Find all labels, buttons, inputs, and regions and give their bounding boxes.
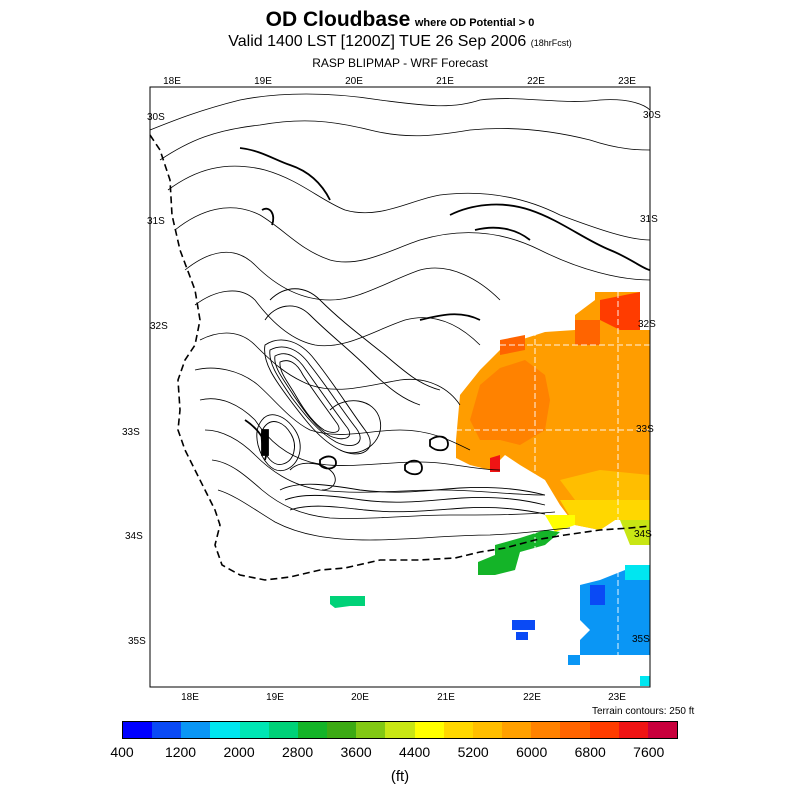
colorbar-label: 2000 (223, 744, 255, 760)
top-lon-labels: 18E 19E 20E 21E 22E 23E (163, 76, 636, 87)
colorbar-segment (181, 722, 211, 738)
colorbar-segment (268, 722, 298, 738)
cloudbase-region-1200b (512, 620, 535, 630)
cloudbase-region-3600 (478, 530, 560, 575)
coastline (149, 134, 651, 581)
colorbar (122, 721, 678, 739)
right-lat-label: 32S (638, 319, 656, 330)
colorbar-label: 3600 (340, 744, 372, 760)
left-lat-label: 33S (122, 427, 140, 438)
colorbar-segment (560, 722, 590, 738)
colorbar-segment (239, 722, 269, 738)
cloudbase-region-2800 (330, 596, 365, 608)
colorbar-label: 4400 (399, 744, 431, 760)
cloudbase-region-5200 (560, 500, 650, 530)
right-lat-labels: 30S 31S 32S 33S 34S 35S (632, 110, 661, 645)
cloudbase-region-2400 (625, 565, 650, 580)
bottom-lon-label: 18E (181, 692, 199, 703)
cloudbase-region-1200 (590, 585, 605, 605)
colorbar-label: 400 (110, 744, 134, 760)
grid-lines (456, 292, 650, 660)
chart-title: OD Cloudbase where OD Potential > 0 (0, 8, 800, 32)
right-lat-label: 34S (634, 529, 652, 540)
colorbar-segment (327, 722, 357, 738)
model-name: RASP BLIPMAP - WRF Forecast (312, 56, 488, 70)
heavy-contours (239, 147, 651, 476)
colorbar-label: 6800 (574, 744, 606, 760)
right-lat-label: 33S (636, 424, 654, 435)
bottom-lon-label: 21E (437, 692, 455, 703)
cloudbase-region-7600 (490, 455, 500, 472)
colorbar-segment (443, 722, 473, 738)
bottom-lon-label: 23E (608, 692, 626, 703)
terrain-contour-note: Terrain contours: 250 ft (592, 706, 695, 717)
bottom-lon-label: 19E (266, 692, 284, 703)
cloudbase-region-6800 (575, 320, 600, 345)
cloudbase-region-5600 (560, 470, 650, 500)
left-lat-label: 35S (128, 636, 146, 647)
mountain-ridge-contours (256, 288, 546, 515)
cloudbase-region-2400b (640, 676, 650, 686)
top-lon-label: 23E (618, 76, 636, 87)
left-lat-label: 30S (147, 112, 165, 123)
colorbar-segment (647, 722, 677, 738)
left-lat-label: 32S (150, 321, 168, 332)
left-lat-labels: 30S 31S 32S 33S 34S 35S (122, 112, 168, 647)
right-lat-label: 31S (640, 214, 658, 225)
colorbar-label: 7600 (633, 744, 665, 760)
colorbar-segment (123, 722, 153, 738)
bottom-lon-label: 20E (351, 692, 369, 703)
colorbar-labels: 400 1200 2000 2800 3600 4400 5200 6000 6800 7600 (0, 744, 800, 764)
colorbar-segment (152, 722, 182, 738)
top-lon-label: 20E (345, 76, 363, 87)
colorbar-units: (ft) (390, 768, 410, 785)
left-lat-label: 34S (125, 531, 143, 542)
right-lat-label: 35S (632, 634, 650, 645)
colorbar-segment (531, 722, 561, 738)
colorbar-segment (297, 722, 328, 738)
cloudbase-region-4800 (545, 515, 575, 532)
colorbar-segment (502, 722, 532, 738)
colorbar-segment (589, 722, 619, 738)
title-condition: where OD Potential > 0 (414, 17, 535, 29)
top-lon-label: 22E (527, 76, 545, 87)
colorbar-segment (414, 722, 444, 738)
colorbar-segment (472, 722, 503, 738)
cloudbase-region-2000b (568, 655, 580, 665)
right-lat-label: 30S (643, 110, 661, 121)
colorbar-segment (210, 722, 240, 738)
colorbar-segment (385, 722, 415, 738)
top-lon-label: 19E (254, 76, 272, 87)
colorbar-label: 6000 (516, 744, 548, 760)
cloudbase-fill (330, 292, 650, 686)
bottom-lon-labels: 18E 19E 20E 21E 22E 23E (181, 692, 626, 703)
cloudbase-region-1200c (516, 632, 528, 640)
colorbar-segment (356, 722, 386, 738)
left-lat-label: 31S (147, 216, 165, 227)
cloudbase-region-7200 (600, 292, 640, 330)
colorbar-segment (618, 722, 648, 738)
top-lon-label: 21E (436, 76, 454, 87)
valid-time-text: Valid 1400 LST [1200Z] TUE 26 Sep 2006 (228, 33, 527, 50)
top-lon-label: 18E (163, 76, 181, 87)
forecast-hours: (18hrFcst) (530, 38, 572, 48)
cloudbase-region-6400 (470, 360, 550, 445)
map-border (149, 86, 651, 688)
colorbar-label: 5200 (457, 744, 489, 760)
title-main-text: OD Cloudbase (265, 8, 411, 31)
colorbar-label: 2800 (282, 744, 314, 760)
colorbar-label: 1200 (164, 744, 197, 760)
bottom-lon-label: 22E (523, 692, 541, 703)
valid-time: Valid 1400 LST [1200Z] TUE 26 Sep 2006 (… (0, 33, 800, 51)
